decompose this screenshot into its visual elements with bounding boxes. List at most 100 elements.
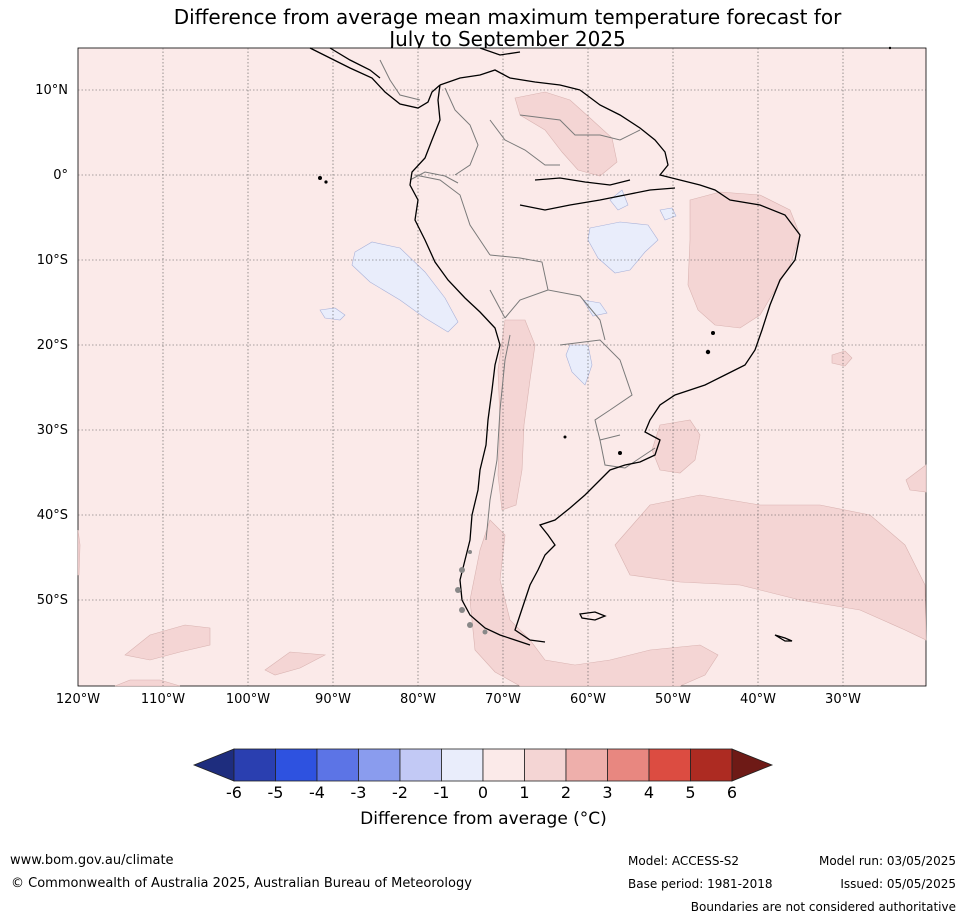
footer-website: www.bom.gov.au/climate	[10, 853, 174, 868]
border-colombia-venezuela	[444, 87, 479, 176]
lat-label-50s: 50°S	[36, 593, 68, 608]
footer-model-run: Model run: 03/05/2025	[818, 854, 956, 868]
colorbar-segment	[524, 748, 567, 782]
graticule	[78, 48, 926, 686]
colorbar-segment	[648, 748, 691, 782]
warm-area-guiana	[514, 91, 618, 177]
coastline-orinoco	[534, 177, 631, 186]
lon-label-40w: 40°W	[740, 692, 776, 707]
lon-label-60w: 60°W	[570, 692, 606, 707]
border-guianas	[519, 114, 641, 141]
border-colombia-peru	[414, 174, 491, 256]
lon-label-110w: 110°W	[140, 692, 186, 707]
colorbar-segment	[565, 748, 608, 782]
warm-area-patagonia	[469, 519, 719, 687]
warm-area-east-edge	[905, 464, 927, 493]
colorbar-tick-label: 6	[726, 783, 738, 802]
lon-label-50w: 50°W	[655, 692, 691, 707]
colorbar-extend-low	[192, 748, 235, 782]
border-chile-argentina	[485, 334, 511, 541]
coastline-south-georgia	[774, 634, 793, 642]
warm-area-left-edge	[77, 529, 81, 576]
warm-area-small-atlantic	[831, 350, 853, 367]
small-islands	[318, 46, 892, 455]
lat-label-30s: 30°S	[36, 423, 68, 438]
colorbar-segment	[316, 748, 359, 782]
cool-area-bolivia	[582, 299, 608, 317]
colorbar-tick-label: -5	[267, 783, 284, 802]
colorbar-segment	[275, 748, 318, 782]
coastlines	[309, 47, 801, 646]
colorbar-segment	[358, 748, 401, 782]
colorbar-segment	[441, 748, 484, 782]
cool-area-amazon	[587, 221, 659, 274]
colorbar-tick-label: -3	[350, 783, 367, 802]
colorbar-tick-label: -2	[392, 783, 408, 802]
cool-area-pacific-small	[319, 307, 346, 321]
lon-label-70w: 70°W	[485, 692, 521, 707]
cool-area-east-pacific	[351, 241, 459, 333]
cool-area-ne-small	[659, 207, 677, 221]
border-bolivia	[504, 289, 549, 319]
colorbar-segment	[690, 748, 733, 782]
border-argentina-brazil	[594, 409, 621, 441]
colorbar-segment	[482, 748, 525, 782]
border-central-america	[379, 59, 421, 101]
coastline-north	[514, 89, 801, 643]
colorbar-segment	[607, 748, 650, 782]
border-venezuela-brazil	[489, 119, 560, 166]
warm-area-bottom-left	[114, 679, 181, 687]
coastline-caribbean-north	[329, 47, 581, 91]
warm-anomaly-regions	[77, 91, 927, 687]
footer-issued: Issued: 05/05/2025	[840, 877, 956, 891]
footer-base-period: Base period: 1981-2018	[628, 877, 773, 891]
colorbar-tick-label: 0	[477, 783, 489, 802]
warm-area-south-pacific-strip	[264, 651, 327, 676]
colorbar-segments	[192, 748, 774, 782]
border-peru-bolivia	[489, 289, 506, 319]
coastline-falklands	[579, 611, 607, 621]
coastline-amazon-river	[519, 187, 676, 211]
lon-label-30w: 30°W	[825, 692, 861, 707]
warm-area-south-atlantic	[614, 494, 927, 641]
footer-boundaries-note: Boundaries are not considered authoritat…	[690, 900, 956, 914]
colorbar-segment	[233, 748, 276, 782]
map-title-line-2: July to September 2025	[389, 27, 626, 51]
colorbar-extend-high	[731, 748, 774, 782]
border-uruguay	[599, 439, 656, 469]
warm-area-southwest-pacific	[124, 624, 211, 661]
lat-label-20s: 20°S	[36, 338, 68, 353]
colorbar-tick-label: 3	[602, 783, 613, 802]
cool-anomaly-regions	[319, 189, 677, 386]
lon-label-90w: 90°W	[315, 692, 351, 707]
footer-copyright: © Commonwealth of Australia 2025, Austra…	[11, 876, 472, 891]
footer-model: Model: ACCESS-S2	[628, 854, 740, 868]
colorbar-tick-label: 4	[643, 783, 655, 802]
coastline-central-america	[309, 47, 441, 109]
colorbar-tick-label: -6	[226, 783, 242, 802]
colorbar-label: Difference from average (°C)	[360, 809, 607, 829]
map-title-line-1: Difference from average mean maximum tem…	[173, 5, 842, 29]
colorbar-segment	[399, 748, 442, 782]
lon-label-80w: 80°W	[400, 692, 436, 707]
lon-label-100w: 100°W	[225, 692, 271, 707]
lat-label-0: 0°	[53, 168, 68, 183]
colorbar-tick-label: 2	[560, 783, 572, 802]
country-boundaries	[379, 59, 656, 541]
lat-label-10s: 10°S	[36, 253, 68, 268]
coastline-cuba	[479, 47, 521, 56]
lat-label-40s: 40°S	[36, 508, 68, 523]
border-ecuador	[409, 171, 459, 184]
colorbar-tick-label: -4	[309, 783, 325, 802]
colorbar-tick-label: 5	[685, 783, 696, 802]
warm-area-uruguay	[651, 419, 701, 474]
lat-label-10n: 10°N	[35, 83, 68, 98]
lon-label-120w: 120°W	[55, 692, 101, 707]
colorbar-tick-label: 1	[519, 783, 530, 802]
coastline-west	[409, 84, 531, 646]
border-paraguay	[559, 339, 633, 411]
colorbar-tick-label: -1	[433, 783, 450, 802]
cool-area-paraguay	[565, 344, 593, 386]
